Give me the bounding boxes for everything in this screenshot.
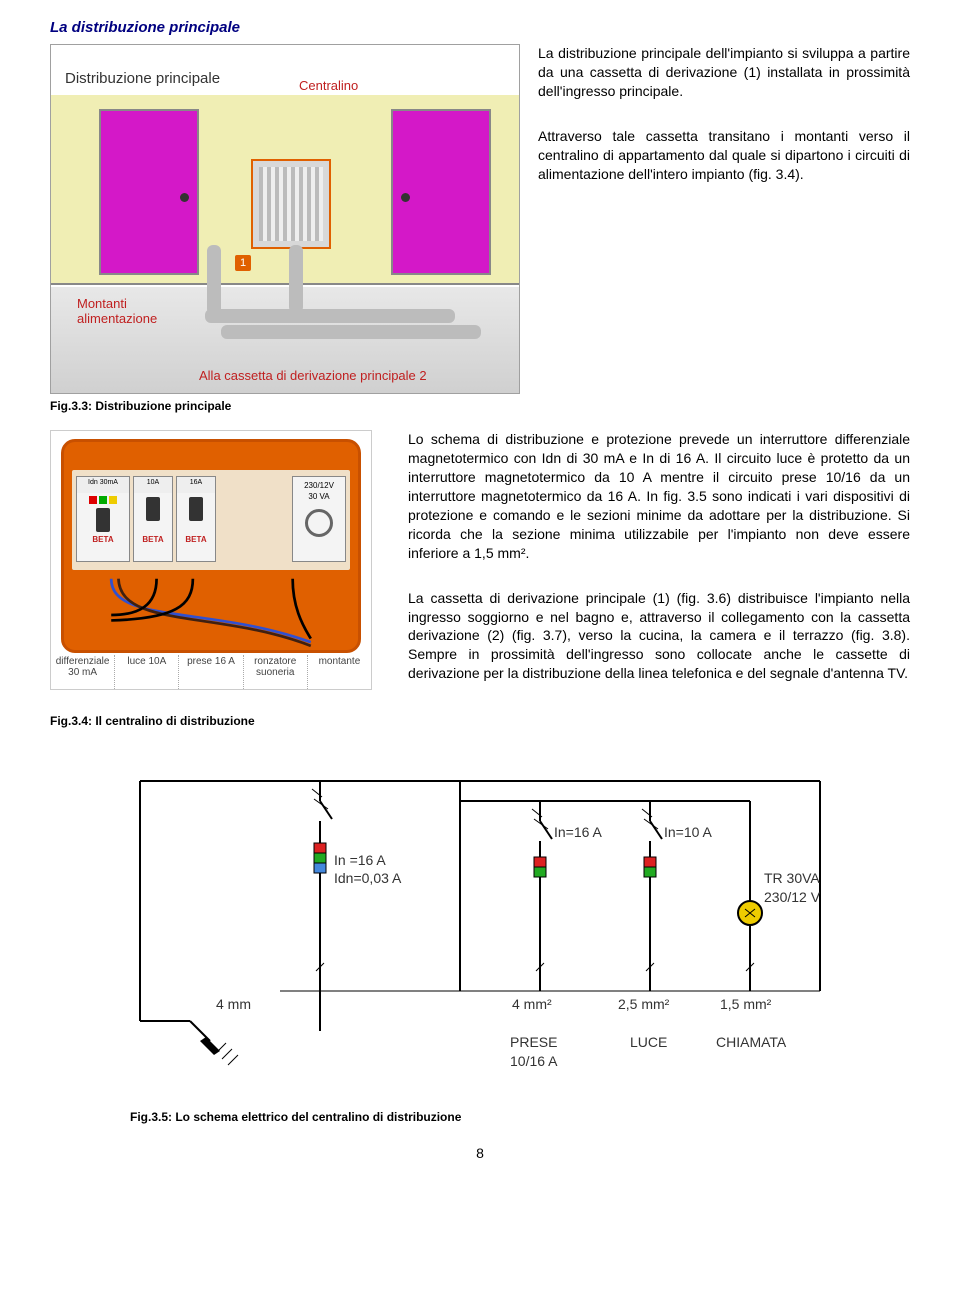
lbl-4mm-a: 4 mm (216, 995, 251, 1014)
lbl-in16b: In=16 A (554, 823, 602, 842)
centralino-label: Centralino (299, 77, 358, 95)
conduit (221, 325, 481, 339)
lbl-prese: PRESE 10/16 A (510, 1033, 558, 1071)
paragraph-2: Attraverso tale cassetta transitano i mo… (538, 127, 910, 184)
paragraph-1: La distribuzione principale dell'impiant… (538, 44, 910, 101)
figure-centralino: Idn 30mA BETA 10A BETA 16A BETA (50, 430, 372, 690)
transformer: 230/12V 30 VA (292, 476, 346, 562)
paragraph-4: La cassetta di derivazione principale (1… (408, 589, 910, 683)
derivazione-label: Alla cassetta di derivazione principale … (199, 367, 427, 385)
lbl-luce: LUCE (630, 1033, 667, 1052)
breaker-diff: Idn 30mA BETA (76, 476, 130, 562)
page-number: 8 (50, 1144, 910, 1163)
conduit (207, 245, 221, 315)
room-title: Distribuzione principale (65, 69, 220, 89)
montanti-label: Montanti alimentazione (77, 297, 187, 326)
lbl-chiamata: CHIAMATA (716, 1033, 786, 1052)
fig34-caption: Fig.3.4: Il centralino di distribuzione (50, 713, 910, 729)
breaker-16a: 16A BETA (176, 476, 216, 562)
paragraph-3: Lo schema di distribuzione e protezione … (408, 430, 910, 562)
lbl-idn: Idn=0,03 A (334, 869, 401, 888)
lbl-in10: In=10 A (664, 823, 712, 842)
junction-number: 1 (235, 255, 251, 271)
lbl-tr: TR 30VA 230/12 V (764, 869, 820, 907)
fig35-caption: Fig.3.5: Lo schema elettrico del central… (130, 1109, 910, 1125)
door-left (99, 109, 199, 275)
figure-schematic: In =16 A Idn=0,03 A In=16 A In=10 A TR 3… (120, 741, 840, 1101)
centralino-bottom-labels: differenziale 30 mA luce 10A prese 16 A … (51, 655, 371, 689)
conduit (205, 309, 455, 323)
fig33-caption: Fig.3.3: Distribuzione principale (50, 398, 520, 414)
figure-room: Distribuzione principale Centralino 1 Mo… (50, 44, 520, 394)
junction-box (251, 159, 331, 249)
wires (84, 576, 338, 654)
door-right (391, 109, 491, 275)
lbl-25mm: 2,5 mm² (618, 995, 669, 1014)
lbl-in16: In =16 A (334, 851, 386, 870)
lbl-4mm-b: 4 mm² (512, 995, 552, 1014)
lbl-15mm: 1,5 mm² (720, 995, 771, 1014)
section-title: La distribuzione principale (50, 18, 910, 38)
conduit (289, 245, 303, 313)
breaker-10a: 10A BETA (133, 476, 173, 562)
